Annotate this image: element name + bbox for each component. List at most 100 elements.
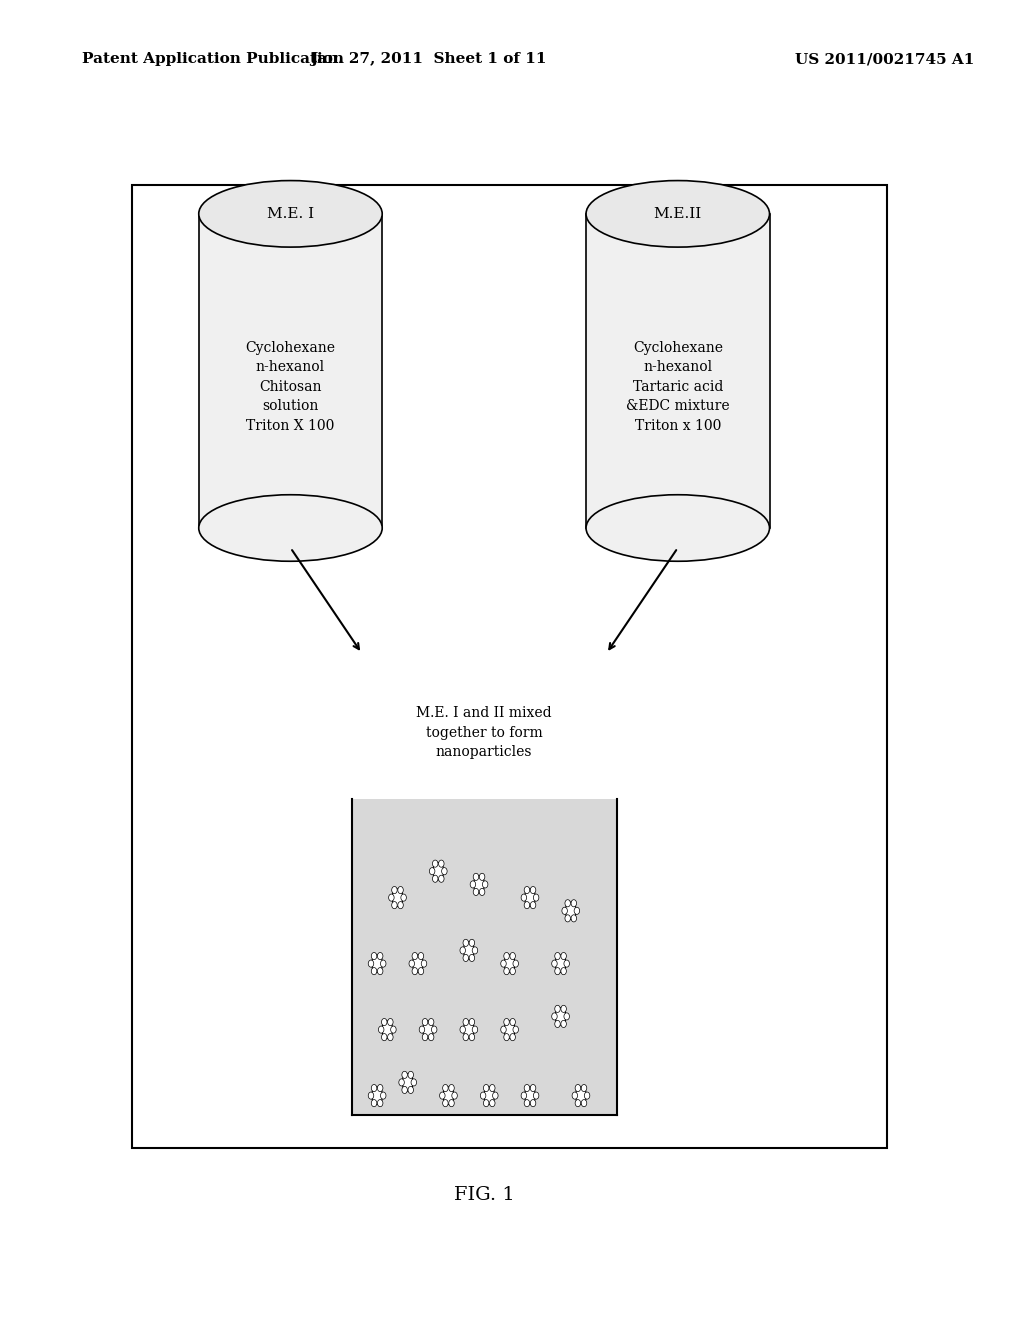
Ellipse shape	[372, 953, 377, 960]
Ellipse shape	[565, 902, 577, 920]
Ellipse shape	[483, 1085, 488, 1092]
Ellipse shape	[438, 861, 444, 867]
Ellipse shape	[381, 1092, 386, 1100]
Ellipse shape	[412, 968, 418, 974]
Bar	[351, 799, 616, 1115]
Ellipse shape	[586, 495, 769, 561]
Ellipse shape	[562, 907, 567, 915]
Ellipse shape	[470, 880, 476, 888]
Ellipse shape	[449, 1100, 455, 1106]
Ellipse shape	[489, 1085, 495, 1092]
Ellipse shape	[422, 1019, 428, 1026]
Ellipse shape	[379, 1026, 384, 1034]
Ellipse shape	[530, 1085, 536, 1092]
Ellipse shape	[561, 968, 566, 974]
Ellipse shape	[555, 1006, 560, 1012]
Ellipse shape	[382, 1019, 387, 1026]
Ellipse shape	[552, 1012, 557, 1020]
Ellipse shape	[510, 1034, 515, 1040]
Ellipse shape	[391, 1026, 396, 1034]
Ellipse shape	[432, 861, 438, 867]
Ellipse shape	[392, 902, 397, 908]
Ellipse shape	[530, 1100, 536, 1106]
Text: Jan. 27, 2011  Sheet 1 of 11: Jan. 27, 2011 Sheet 1 of 11	[310, 53, 547, 66]
Ellipse shape	[501, 1026, 506, 1034]
Ellipse shape	[442, 1100, 449, 1106]
Ellipse shape	[469, 954, 475, 961]
Ellipse shape	[199, 495, 382, 561]
Ellipse shape	[199, 181, 382, 247]
Ellipse shape	[388, 1034, 393, 1040]
Ellipse shape	[421, 960, 427, 968]
Ellipse shape	[561, 953, 566, 960]
Ellipse shape	[552, 960, 557, 968]
Ellipse shape	[571, 900, 577, 907]
Ellipse shape	[479, 874, 484, 880]
Ellipse shape	[412, 953, 418, 960]
Ellipse shape	[418, 953, 424, 960]
Ellipse shape	[432, 875, 438, 882]
Bar	[132, 185, 887, 1148]
Ellipse shape	[504, 1034, 509, 1040]
Ellipse shape	[504, 1020, 515, 1039]
Ellipse shape	[555, 953, 560, 960]
Ellipse shape	[433, 862, 443, 880]
Ellipse shape	[428, 1034, 434, 1040]
Ellipse shape	[483, 1100, 488, 1106]
Ellipse shape	[392, 887, 397, 894]
Ellipse shape	[521, 894, 526, 902]
Ellipse shape	[524, 887, 529, 894]
Ellipse shape	[565, 900, 570, 907]
Ellipse shape	[564, 960, 569, 968]
Text: Cyclohexane
n-hexanol
Chitosan
solution
Triton X 100: Cyclohexane n-hexanol Chitosan solution …	[246, 341, 336, 433]
Ellipse shape	[402, 1073, 414, 1092]
Ellipse shape	[378, 1085, 383, 1092]
Ellipse shape	[504, 1019, 509, 1026]
Text: Cyclohexane
n-hexanol
Tartaric acid
&EDC mixture
Triton x 100: Cyclohexane n-hexanol Tartaric acid &EDC…	[626, 341, 729, 433]
Ellipse shape	[530, 887, 536, 894]
Ellipse shape	[575, 1085, 581, 1092]
Ellipse shape	[392, 888, 403, 907]
Ellipse shape	[397, 887, 403, 894]
Ellipse shape	[510, 968, 515, 974]
Ellipse shape	[530, 902, 536, 908]
Ellipse shape	[489, 1100, 495, 1106]
Text: FIG. 1: FIG. 1	[454, 1185, 514, 1204]
Ellipse shape	[378, 953, 383, 960]
Text: M.E. I and II mixed
together to form
nanoparticles: M.E. I and II mixed together to form nan…	[417, 706, 552, 759]
Ellipse shape	[501, 960, 506, 968]
Ellipse shape	[572, 1092, 578, 1100]
Ellipse shape	[419, 1026, 425, 1034]
Ellipse shape	[521, 1092, 526, 1100]
Ellipse shape	[369, 960, 374, 968]
Ellipse shape	[401, 1086, 408, 1093]
Ellipse shape	[418, 968, 424, 974]
Ellipse shape	[378, 968, 383, 974]
Ellipse shape	[513, 1026, 518, 1034]
Ellipse shape	[469, 1019, 475, 1026]
Ellipse shape	[442, 1085, 449, 1092]
Ellipse shape	[586, 181, 769, 247]
Ellipse shape	[381, 960, 386, 968]
Ellipse shape	[449, 1085, 455, 1092]
Ellipse shape	[400, 894, 407, 902]
Ellipse shape	[408, 1086, 414, 1093]
Ellipse shape	[398, 1078, 404, 1086]
Ellipse shape	[473, 875, 484, 894]
Ellipse shape	[524, 1085, 529, 1092]
Ellipse shape	[382, 1020, 393, 1039]
Ellipse shape	[493, 1092, 498, 1100]
Ellipse shape	[483, 1086, 495, 1105]
Ellipse shape	[524, 902, 529, 908]
Ellipse shape	[524, 1100, 529, 1106]
Ellipse shape	[463, 1020, 474, 1039]
Ellipse shape	[439, 1092, 445, 1100]
Ellipse shape	[469, 1034, 475, 1040]
Text: Patent Application Publication: Patent Application Publication	[82, 53, 343, 66]
Ellipse shape	[555, 1007, 566, 1026]
Ellipse shape	[438, 875, 444, 882]
Ellipse shape	[431, 1026, 437, 1034]
Ellipse shape	[472, 1026, 478, 1034]
Ellipse shape	[574, 907, 580, 915]
Ellipse shape	[422, 1034, 428, 1040]
